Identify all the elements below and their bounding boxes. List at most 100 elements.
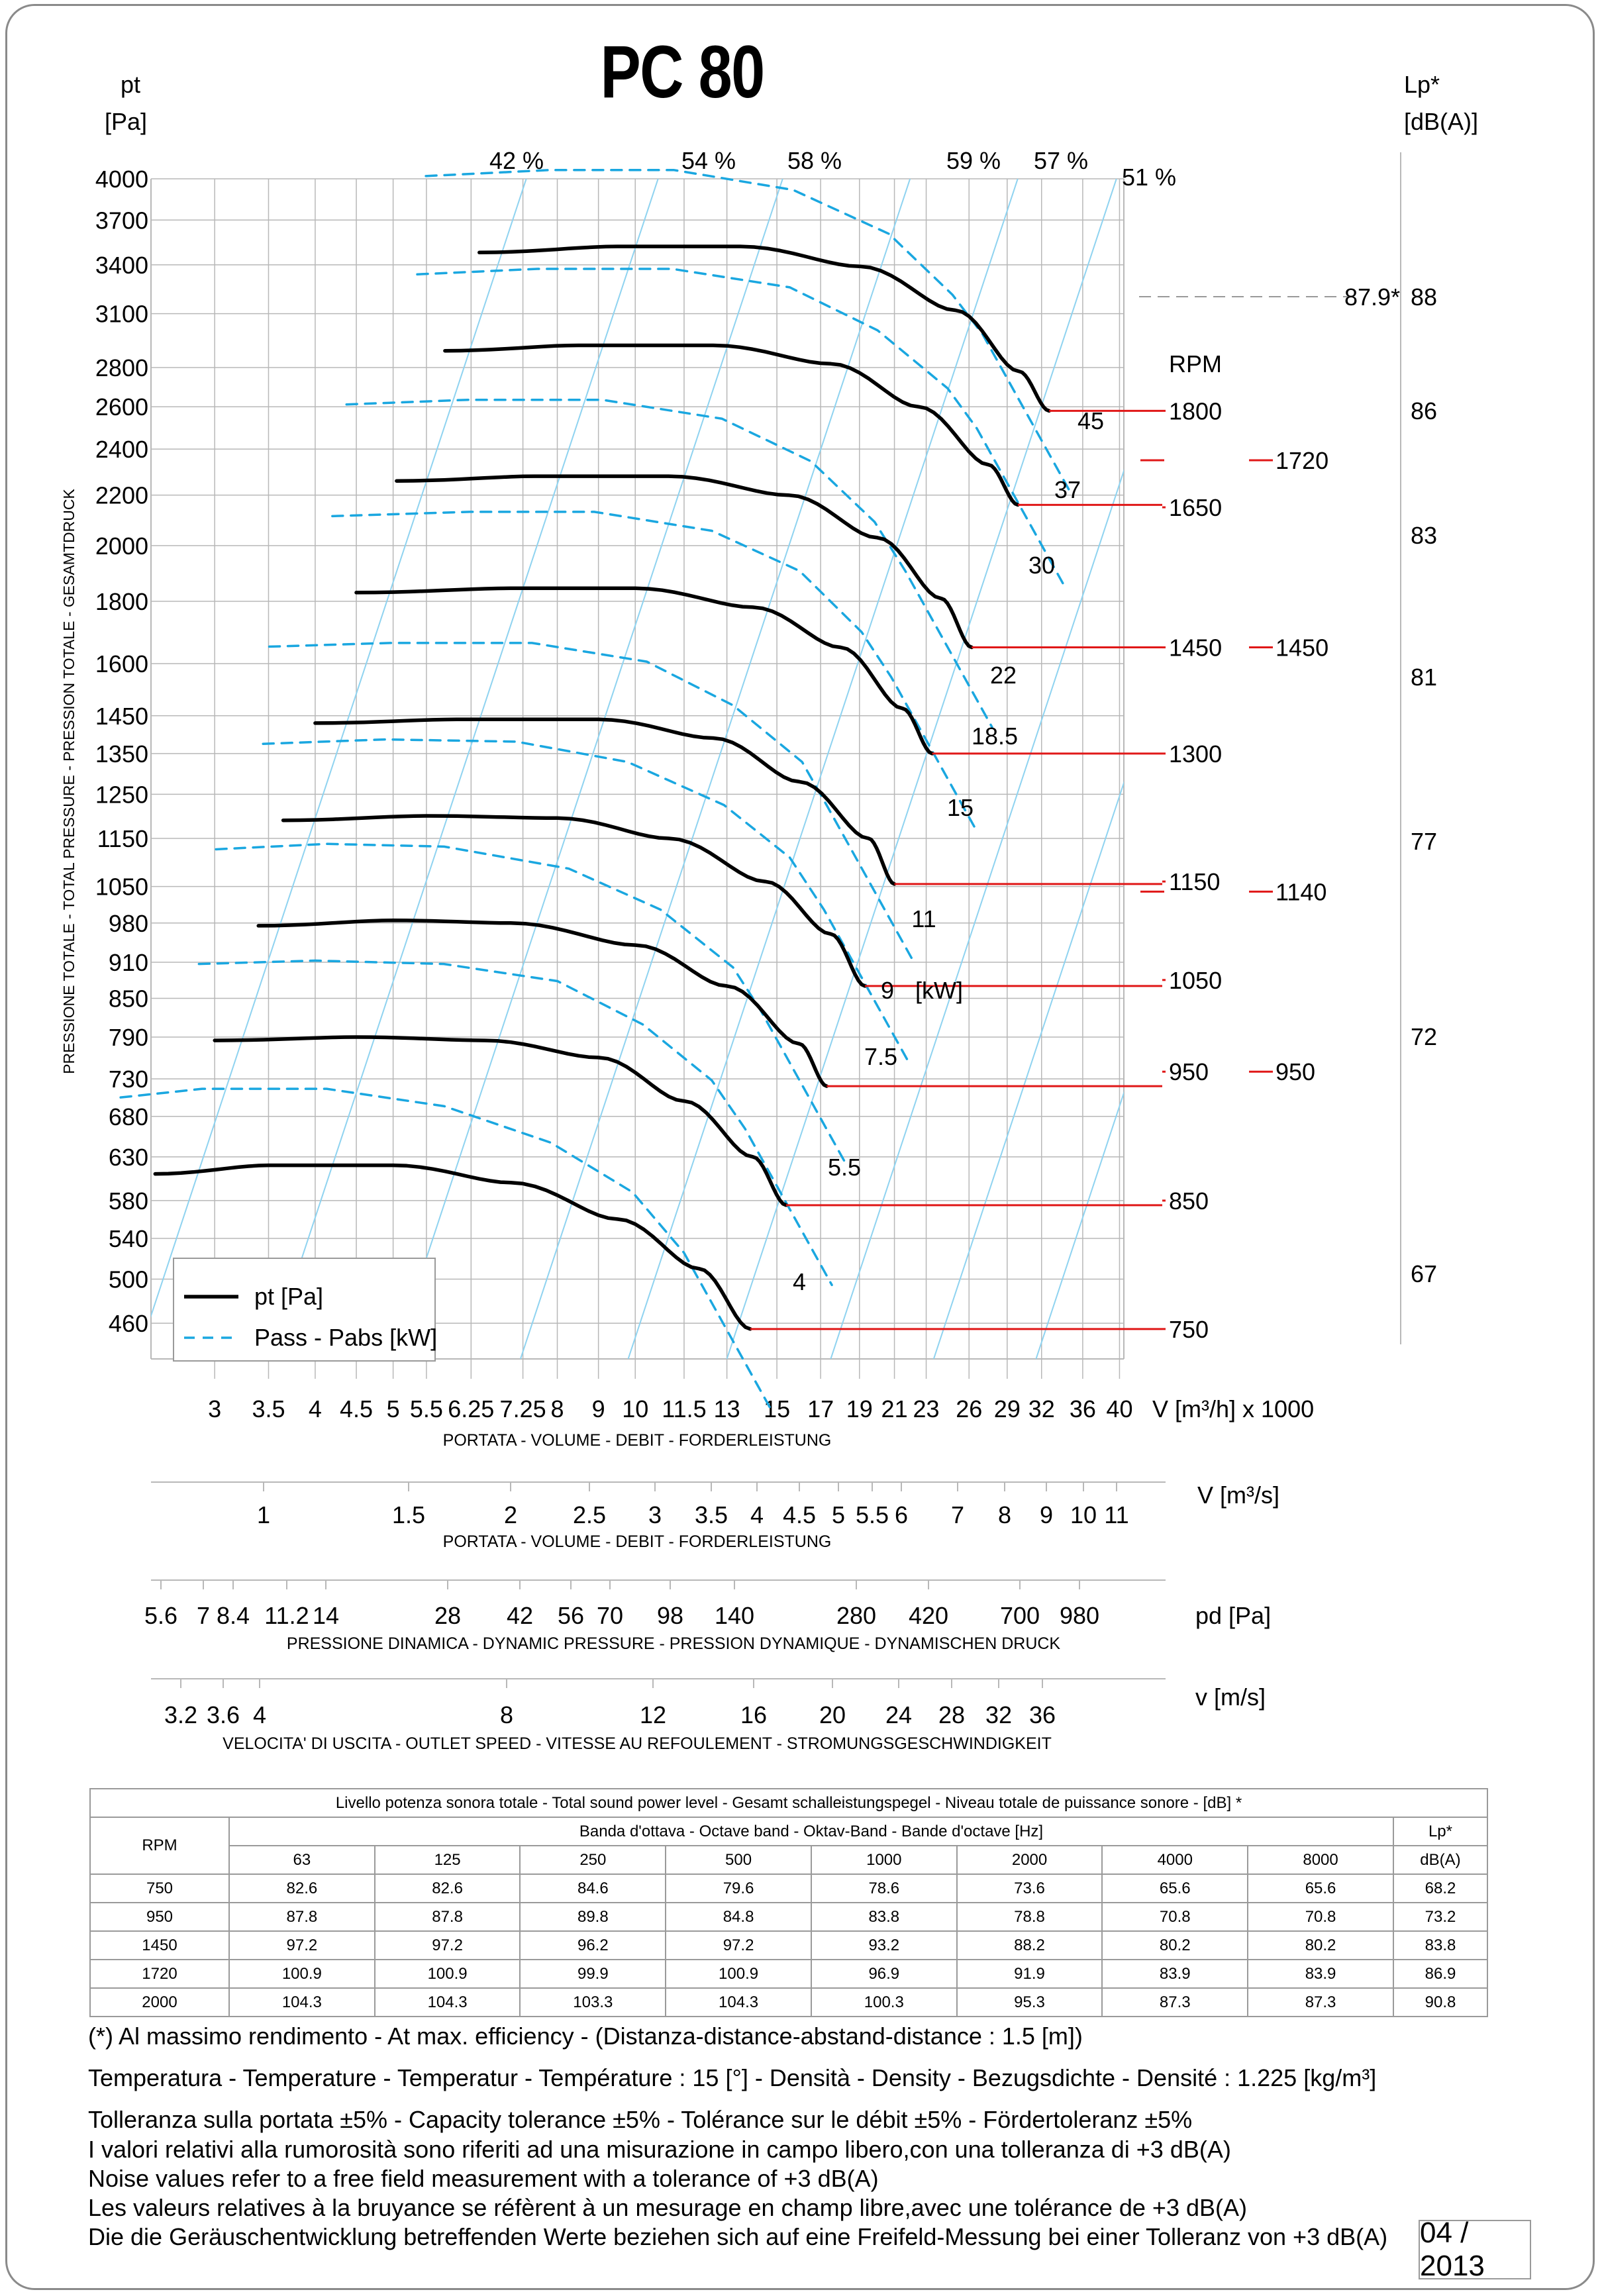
table-cell: 78.8	[956, 1902, 1103, 1932]
table-band-cell: 4000	[1101, 1845, 1249, 1875]
scale-vms-label: 2.5	[573, 1501, 606, 1528]
rpm-label-750: 750	[1169, 1316, 1209, 1343]
page-frame	[5, 4, 1595, 2290]
left-tick-label: 730	[109, 1066, 148, 1093]
left-tick-label: 1600	[95, 650, 148, 677]
table-cell: 96.9	[810, 1959, 958, 1989]
scale-v-label: 16	[740, 1701, 767, 1728]
table-cell: 83.8	[1392, 1930, 1489, 1960]
power-label: 9	[881, 977, 894, 1004]
scale-pd-label: 280	[836, 1602, 876, 1629]
sound-power-table: Livello potenza sonora totale - Total so…	[89, 1788, 1489, 2017]
table-band-cell: 2000	[956, 1845, 1103, 1875]
left-tick-label: 460	[109, 1310, 148, 1337]
left-tick-label: 1450	[95, 703, 148, 730]
table-cell: 100.9	[228, 1959, 375, 1989]
scale-pd-label: 7	[197, 1602, 210, 1629]
efficiency-label: 51 %	[1122, 164, 1176, 191]
efficiency-line	[1035, 1091, 1124, 1359]
note-conditions: Temperatura - Temperature - Temperatur -…	[88, 2064, 1377, 2091]
table-cell: 2000	[89, 1987, 230, 2017]
right-axis-unit: [dB(A)]	[1404, 108, 1478, 135]
scale-vms-label: 11	[1104, 1501, 1128, 1528]
table-cell: 87.8	[228, 1902, 375, 1932]
scale-pd-label: 980	[1060, 1602, 1099, 1629]
table-row: 1720 100.9 100.9 99.9 100.9 96.9 91.9 83.9 83.9 8…	[89, 1959, 1489, 1989]
table-band-header: Banda d'ottava - Octave band - Oktav-Ban…	[228, 1817, 1394, 1846]
table-cell: 89.8	[519, 1902, 667, 1932]
power-label: 22	[990, 662, 1017, 689]
left-tick-label: 2400	[95, 436, 148, 463]
left-tick-label: 1050	[95, 873, 148, 901]
x-tick-label: 8	[551, 1395, 564, 1423]
table-cell: 86.9	[1392, 1959, 1489, 1989]
power-curve	[416, 268, 1065, 586]
table-cell: 95.3	[956, 1987, 1103, 2017]
pt-curve-950	[256, 918, 829, 1088]
scale-vms-label: 1.5	[392, 1501, 425, 1528]
x-tick-label: 36	[1070, 1395, 1096, 1423]
table-cell: 79.6	[665, 1873, 812, 1903]
note-noise-it: I valori relativi alla rumorosità sono r…	[88, 2136, 1231, 2163]
table-cell: 99.9	[519, 1959, 667, 1989]
left-tick-label: 1800	[95, 588, 148, 615]
scale-pd-label: 140	[715, 1602, 754, 1629]
power-label: 11	[911, 905, 936, 932]
right-tick-label: 77	[1411, 828, 1437, 855]
scale-pd-unit: pd [Pa]	[1195, 1602, 1271, 1629]
efficiency-lines	[151, 179, 1124, 1359]
scale-vms-label: 5.5	[856, 1501, 889, 1528]
left-tick-label: 4000	[95, 166, 148, 193]
x-tick-label: 3	[208, 1395, 221, 1423]
scale-vms-label: 10	[1070, 1501, 1097, 1528]
chart-title: PC 80	[600, 30, 765, 113]
rpm-label-850: 850	[1169, 1187, 1209, 1215]
scale-vms-label: 5	[832, 1501, 845, 1528]
table-row: 750 82.6 82.6 84.6 79.6 78.6 73.6 65.6 65.6 68.2	[89, 1873, 1489, 1903]
scale-vms-label: 3.5	[695, 1501, 728, 1528]
table-cell: 1720	[89, 1959, 230, 1989]
power-curve	[197, 959, 833, 1287]
power-curve	[331, 511, 979, 835]
legend-box	[173, 1258, 436, 1362]
table-band-cell: 63	[228, 1845, 375, 1875]
legend-pt-label: pt [Pa]	[254, 1283, 323, 1310]
table-cell: 87.3	[1247, 1987, 1394, 2017]
table-cell: 83.8	[810, 1902, 958, 1932]
x-tick-label: 9	[592, 1395, 605, 1423]
x-tick-label: 5	[387, 1395, 400, 1423]
power-label: 7.5	[864, 1043, 897, 1070]
scale-v-label: 3.2	[164, 1701, 197, 1728]
scale-pd-label: 700	[1000, 1602, 1040, 1629]
scale-pd-label: 8.4	[217, 1602, 250, 1629]
rpm-label-1150: 1150	[1169, 868, 1220, 895]
power-label: 45	[1077, 407, 1104, 434]
power-curve	[262, 738, 912, 1068]
x-tick-label: 19	[846, 1395, 873, 1423]
rpm-secondary-label-1140: 1140	[1276, 878, 1327, 905]
x-tick-label: 4.5	[340, 1395, 373, 1423]
table-cell: 82.6	[228, 1873, 375, 1903]
right-axis-title: Lp*	[1404, 71, 1440, 98]
table-cell: 73.6	[956, 1873, 1103, 1903]
scale-pd-label: 420	[909, 1602, 948, 1629]
efficiency-label: 42 %	[489, 147, 544, 174]
scale-vms-label: 3	[648, 1501, 662, 1528]
rpm-label-1450: 1450	[1169, 634, 1222, 662]
table-cell: 80.2	[1247, 1930, 1394, 1960]
scale-pd-label: 42	[507, 1602, 533, 1629]
scale-pd-caption: PRESSIONE DINAMICA - DYNAMIC PRESSURE - …	[287, 1634, 1061, 1653]
left-tick-label: 850	[109, 985, 148, 1013]
revision-date: 04 / 2013	[1419, 2217, 1531, 2282]
scale-vms-label: 2	[504, 1501, 517, 1528]
right-tick-label: 72	[1411, 1023, 1437, 1050]
left-tick-label: 790	[109, 1024, 148, 1051]
power-unit-label: [kW]	[915, 977, 963, 1004]
note-tolerance: Tolleranza sulla portata ±5% - Capacity …	[88, 2106, 1193, 2133]
x-tick-label: 6.25	[448, 1395, 494, 1423]
efficiency-label: 58 %	[787, 147, 842, 174]
left-axis-unit: [Pa]	[105, 108, 147, 135]
left-tick-label: 540	[109, 1225, 148, 1252]
table-band-cell: 1000	[810, 1845, 958, 1875]
